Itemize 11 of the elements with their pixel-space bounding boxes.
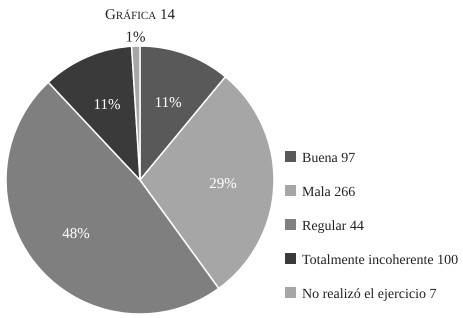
data-label: 29%	[209, 176, 237, 192]
data-label: 48%	[62, 226, 90, 242]
data-label: 11%	[154, 95, 182, 112]
legend-label: No realizó el ejercicio 7	[302, 286, 436, 302]
legend-label: Mala 266	[302, 184, 356, 200]
legend-label: Regular 44	[302, 218, 364, 234]
data-label: 11%	[94, 97, 120, 114]
legend-label: Buena 97	[302, 150, 356, 166]
chart-title: Gráfica 14	[105, 7, 176, 23]
data-label: 1%	[125, 29, 146, 46]
legend-label: Totalmente incoherente 100	[302, 252, 458, 268]
